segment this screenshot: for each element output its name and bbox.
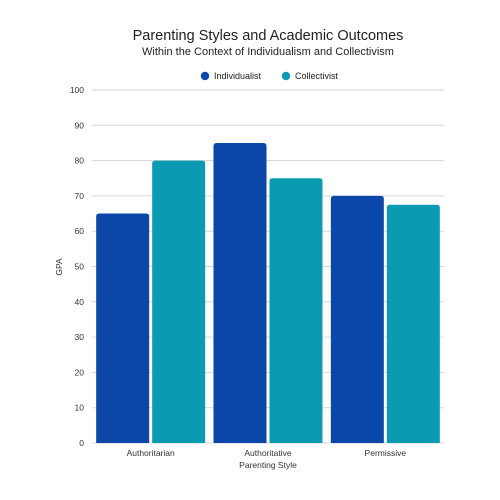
gridlines [92, 89, 444, 444]
bars [96, 142, 440, 443]
y-tick-label: 60 [75, 226, 85, 236]
x-tick-label: Authoritarian [127, 448, 175, 458]
y-tick-label: 0 [79, 438, 84, 448]
y-tick-label: 30 [75, 332, 85, 342]
y-tick-label: 90 [75, 120, 85, 130]
y-tick-label: 40 [75, 297, 85, 307]
legend-label-individualist: Individualist [214, 71, 262, 81]
x-axis-ticks: Authoritarian Authoritative Permissive [127, 448, 407, 458]
y-axis-ticks: 0 10 20 30 40 50 60 70 80 90 100 [70, 85, 84, 448]
bar-individualist-authoritarian [96, 213, 150, 443]
chart-subtitle: Within the Context of Individualism and … [142, 46, 394, 58]
x-tick-label: Permissive [365, 448, 407, 458]
x-tick-label: Authoritative [244, 448, 292, 458]
bar-individualist-authoritative [213, 142, 267, 443]
bar-collectivist-authoritarian [152, 160, 206, 443]
legend-label-collectivist: Collectivist [295, 71, 339, 81]
x-axis-label: Parenting Style [239, 460, 297, 470]
bar-individualist-permissive [330, 195, 384, 443]
chart-title: Parenting Styles and Academic Outcomes [133, 28, 404, 44]
y-tick-label: 20 [75, 367, 85, 377]
legend-swatch-individualist [200, 71, 210, 81]
y-axis-label: GPA [54, 258, 64, 276]
y-tick-label: 80 [75, 156, 85, 166]
bar-collectivist-permissive [386, 204, 440, 443]
y-tick-label: 10 [75, 403, 85, 413]
y-tick-label: 100 [70, 85, 84, 95]
legend: Individualist Collectivist [200, 71, 339, 81]
legend-swatch-collectivist [281, 71, 291, 81]
y-tick-label: 50 [75, 262, 85, 272]
y-tick-label: 70 [75, 191, 85, 201]
bar-collectivist-authoritative [269, 178, 323, 443]
